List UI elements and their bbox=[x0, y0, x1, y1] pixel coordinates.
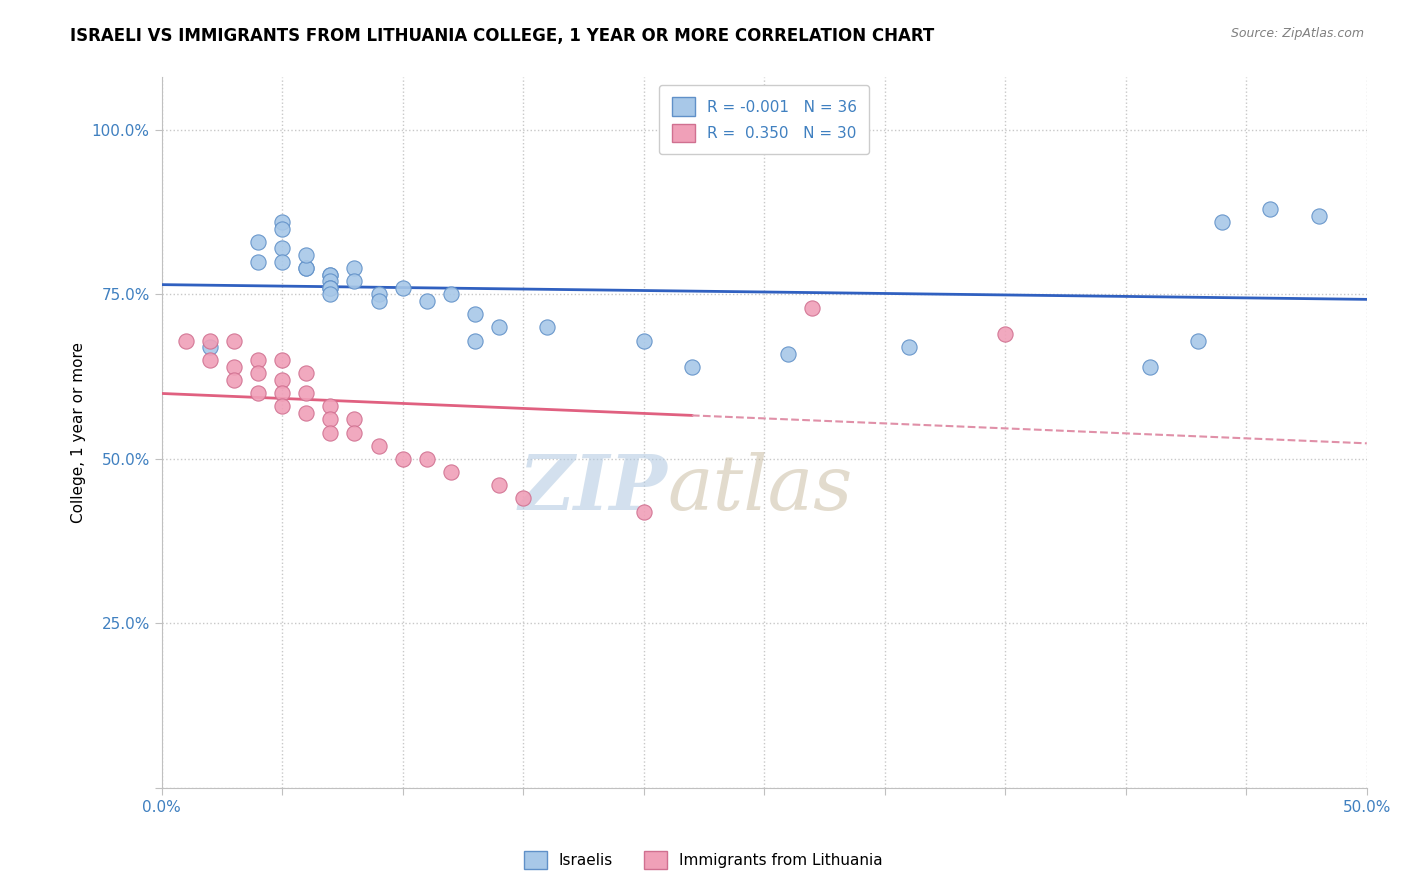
Point bbox=[536, 320, 558, 334]
Point bbox=[271, 242, 294, 256]
Point bbox=[1139, 359, 1161, 374]
Point bbox=[174, 334, 197, 348]
Point bbox=[319, 281, 342, 295]
Text: atlas: atlas bbox=[668, 452, 853, 526]
Point bbox=[343, 425, 366, 440]
Point bbox=[633, 334, 655, 348]
Point bbox=[319, 287, 342, 301]
Point bbox=[295, 367, 318, 381]
Point bbox=[247, 367, 270, 381]
Point bbox=[367, 439, 389, 453]
Point bbox=[271, 215, 294, 229]
Point bbox=[222, 334, 245, 348]
Point bbox=[367, 287, 389, 301]
Point bbox=[198, 353, 221, 368]
Point bbox=[271, 399, 294, 413]
Point bbox=[440, 465, 463, 479]
Point bbox=[319, 274, 342, 288]
Point bbox=[681, 359, 703, 374]
Point bbox=[271, 373, 294, 387]
Point bbox=[271, 221, 294, 235]
Point bbox=[319, 268, 342, 282]
Point bbox=[198, 340, 221, 354]
Point bbox=[1187, 334, 1209, 348]
Point bbox=[198, 334, 221, 348]
Point bbox=[319, 425, 342, 440]
Point bbox=[247, 235, 270, 249]
Point bbox=[319, 281, 342, 295]
Text: Source: ZipAtlas.com: Source: ZipAtlas.com bbox=[1230, 27, 1364, 40]
Point bbox=[416, 451, 439, 466]
Point bbox=[343, 274, 366, 288]
Point bbox=[416, 294, 439, 309]
Point bbox=[391, 281, 413, 295]
Point bbox=[247, 254, 270, 268]
Point bbox=[319, 399, 342, 413]
Point bbox=[343, 412, 366, 426]
Point bbox=[319, 268, 342, 282]
Point bbox=[295, 261, 318, 276]
Point bbox=[319, 412, 342, 426]
Point bbox=[897, 340, 920, 354]
Point bbox=[464, 307, 486, 321]
Point bbox=[247, 353, 270, 368]
Point bbox=[295, 248, 318, 262]
Legend: R = -0.001   N = 36, R =  0.350   N = 30: R = -0.001 N = 36, R = 0.350 N = 30 bbox=[659, 85, 869, 154]
Point bbox=[994, 326, 1017, 341]
Point bbox=[1211, 215, 1233, 229]
Point bbox=[391, 451, 413, 466]
Point bbox=[295, 386, 318, 401]
Point bbox=[801, 301, 824, 315]
Point bbox=[271, 254, 294, 268]
Point bbox=[222, 359, 245, 374]
Point bbox=[343, 261, 366, 276]
Y-axis label: College, 1 year or more: College, 1 year or more bbox=[72, 343, 86, 523]
Point bbox=[512, 491, 534, 506]
Point bbox=[488, 320, 510, 334]
Point bbox=[247, 386, 270, 401]
Point bbox=[440, 287, 463, 301]
Text: ZIP: ZIP bbox=[519, 452, 668, 526]
Point bbox=[464, 334, 486, 348]
Point bbox=[778, 346, 800, 360]
Point bbox=[271, 353, 294, 368]
Point bbox=[271, 386, 294, 401]
Legend: Israelis, Immigrants from Lithuania: Israelis, Immigrants from Lithuania bbox=[517, 845, 889, 875]
Point bbox=[367, 294, 389, 309]
Text: ISRAELI VS IMMIGRANTS FROM LITHUANIA COLLEGE, 1 YEAR OR MORE CORRELATION CHART: ISRAELI VS IMMIGRANTS FROM LITHUANIA COL… bbox=[70, 27, 935, 45]
Point bbox=[222, 373, 245, 387]
Point bbox=[295, 406, 318, 420]
Point bbox=[1308, 209, 1330, 223]
Point bbox=[488, 478, 510, 492]
Point bbox=[1260, 202, 1282, 216]
Point bbox=[295, 261, 318, 276]
Point bbox=[633, 504, 655, 518]
